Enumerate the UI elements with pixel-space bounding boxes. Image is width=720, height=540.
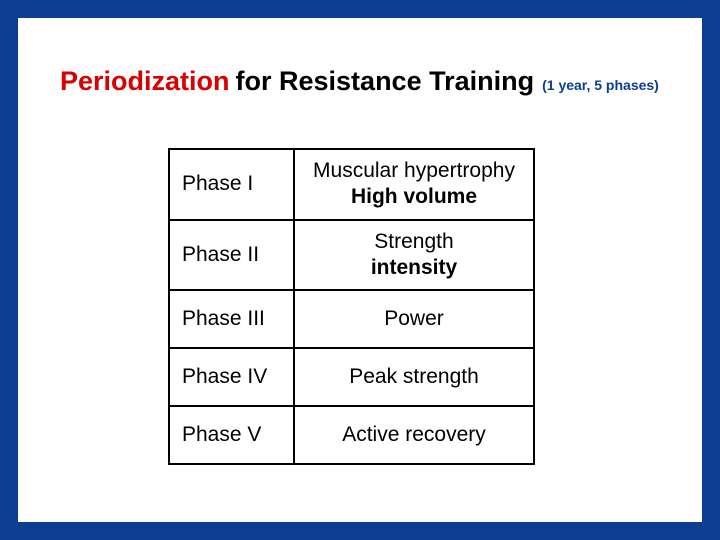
phase-cell: Phase I [169, 149, 294, 220]
desc-cell: Strength intensity [294, 220, 534, 291]
desc-line: Power [305, 306, 523, 332]
table-row: Phase I Muscular hypertrophy High volume [169, 149, 534, 220]
table-row: Phase II Strength intensity [169, 220, 534, 291]
desc-cell: Active recovery [294, 406, 534, 464]
desc-cell: Muscular hypertrophy High volume [294, 149, 534, 220]
title-highlight: Periodization [60, 66, 230, 97]
desc-line: Strength [305, 229, 523, 255]
table-row: Phase IV Peak strength [169, 348, 534, 406]
desc-line-bold: High volume [305, 184, 523, 210]
phase-cell: Phase III [169, 290, 294, 348]
title-rest: for Resistance Training [236, 66, 535, 97]
table-row: Phase V Active recovery [169, 406, 534, 464]
phase-cell: Phase IV [169, 348, 294, 406]
desc-line: Peak strength [305, 364, 523, 390]
phase-cell: Phase II [169, 220, 294, 291]
desc-line: Active recovery [305, 422, 523, 448]
phase-cell: Phase V [169, 406, 294, 464]
title-subtitle: (1 year, 5 phases) [542, 77, 659, 93]
table-row: Phase III Power [169, 290, 534, 348]
desc-line: Muscular hypertrophy [305, 158, 523, 184]
slide-frame: Periodization for Resistance Training (1… [0, 0, 720, 540]
desc-line-bold: intensity [305, 255, 523, 281]
phases-table: Phase I Muscular hypertrophy High volume… [168, 148, 535, 465]
desc-cell: Power [294, 290, 534, 348]
desc-cell: Peak strength [294, 348, 534, 406]
title-row: Periodization for Resistance Training (1… [60, 66, 682, 97]
